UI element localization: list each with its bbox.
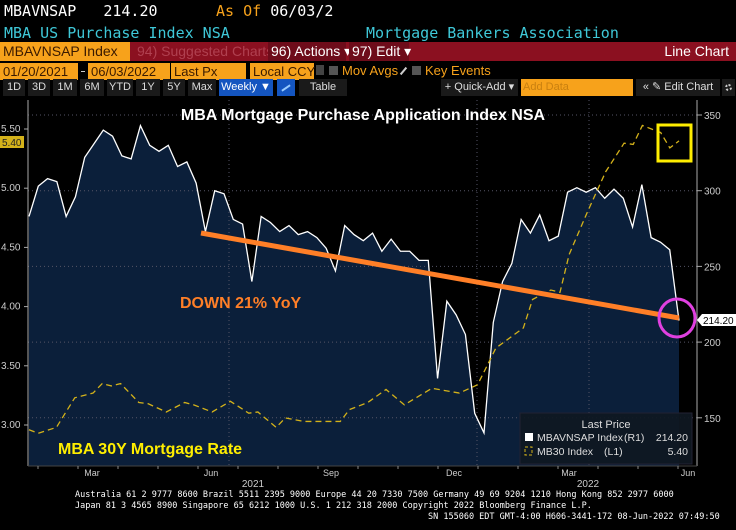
period-6m[interactable]: 6M (80, 79, 104, 96)
ticker: MBAVNSAP (4, 2, 77, 20)
start-date-input[interactable]: 01/20/2021 (0, 63, 78, 80)
security-description: MBA US Purchase Index NSA (4, 24, 230, 42)
table-button[interactable]: Table (299, 79, 347, 96)
currency-dropdown-icon[interactable] (316, 65, 324, 75)
period-1m[interactable]: 1M (53, 79, 77, 96)
footer-timestamp: SN 155060 EDT GMT-4:00 H606-3441-172 08-… (428, 512, 720, 522)
left-tick-label: 5.00 (1, 183, 21, 194)
range-row: 01/20/2021 06/03/2022 Last Px Local CCY … (0, 63, 736, 80)
x-year-label: 2021 (242, 479, 265, 490)
period-ytd[interactable]: YTD (107, 79, 133, 96)
last-price: 214.20 (103, 2, 158, 20)
gear-icon[interactable] (722, 79, 735, 96)
line-chart-icon[interactable] (277, 79, 295, 96)
edit-chart-button[interactable]: « ✎ Edit Chart (636, 79, 720, 96)
rate-series-line (28, 124, 680, 434)
highlight-box (656, 123, 693, 163)
right-tick-label: 300 (704, 187, 721, 198)
legend-rate-axis: (L1) (604, 446, 623, 458)
right-tick-label: 250 (704, 262, 721, 273)
x-tick-label: Dec (446, 468, 463, 478)
svg-text:214.20: 214.20 (703, 316, 734, 327)
currency-select[interactable]: Local CCY (250, 63, 315, 80)
left-tick-label: 4.00 (1, 302, 21, 313)
mov-avgs-checkbox[interactable] (329, 66, 338, 75)
svg-text:5.40: 5.40 (2, 138, 22, 149)
key-events-label: Key Events (425, 63, 491, 78)
frequency-select[interactable]: Weekly ▼ (219, 79, 273, 96)
period-3d[interactable]: 3D (28, 79, 50, 96)
header-ticker-line: MBAVNSAP 214.20 (4, 2, 158, 20)
legend-rate-name: MB30 Index (537, 446, 594, 458)
edit-menu[interactable]: 97) Edit ▾ (349, 42, 411, 61)
x-tick-label: Jun (204, 468, 219, 478)
as-of: As Of 06/03/2 (216, 2, 333, 20)
trend-line (200, 230, 680, 321)
security-field[interactable]: MBAVNSAP Index (0, 42, 130, 61)
chart-title: MBA Mortgage Purchase Application Index … (181, 107, 546, 124)
x-tick-label: Sep (323, 468, 339, 478)
footer-contacts-2: Japan 81 3 4565 8900 Singapore 65 6212 1… (75, 501, 592, 511)
period-max[interactable]: Max (188, 79, 216, 96)
source: Mortgage Bankers Association (366, 24, 619, 42)
x-tick-label: Mar (84, 468, 100, 478)
field-select[interactable]: Last Px (171, 63, 246, 80)
add-data-input[interactable]: Add Data (521, 79, 633, 96)
index-area-fill (29, 125, 679, 467)
suggested-charts-button[interactable]: 94) Suggested Charts (137, 43, 274, 59)
legend-index-axis: (R1) (624, 432, 644, 444)
left-tick-label: 4.50 (1, 242, 21, 253)
left-tick-label: 5.50 (1, 124, 21, 135)
legend-index-value: 214.20 (656, 432, 688, 444)
period-1d[interactable]: 1D (3, 79, 25, 96)
index-series-line (28, 123, 680, 436)
right-tick-label: 200 (704, 338, 721, 349)
mov-avgs-label: Mov Avgs (342, 63, 399, 78)
period-1y[interactable]: 1Y (136, 79, 160, 96)
footer-contacts-1: Australia 61 2 9777 8600 Brazil 5511 239… (75, 490, 674, 500)
last-right-tag: 214.20 (697, 314, 736, 327)
legend-rate-value: 5.40 (668, 446, 689, 458)
last-left-tag: 5.40 (0, 136, 24, 149)
as-of-label: As Of (216, 2, 262, 20)
quick-add-button[interactable]: + Quick-Add ▾ (441, 79, 518, 96)
x-tick-label: Jun (681, 468, 696, 478)
rate-annotation: MBA 30Y Mortgage Rate (58, 441, 242, 458)
toolbar: MBAVNSAP Index 94) Suggested Charts 96) … (0, 42, 736, 61)
actions-menu[interactable]: 96) Actions ▾ (268, 42, 351, 61)
highlight-circle (657, 297, 697, 339)
legend-title: Last Price (582, 419, 631, 431)
legend: Last Price MBAVNSAP Index (R1) 214.20 MB… (519, 412, 693, 465)
chart-type[interactable]: Line Chart (664, 43, 729, 59)
right-tick-label: 150 (704, 414, 721, 425)
right-tick-label: 350 (704, 111, 721, 122)
as-of-date: 06/03/2 (270, 2, 334, 20)
left-tick-label: 3.50 (1, 361, 21, 372)
x-tick-label: Mar (561, 468, 577, 478)
legend-index-name: MBAVNSAP Index (537, 432, 624, 444)
key-events-checkbox[interactable] (412, 66, 421, 75)
left-tick-label: 3.00 (1, 420, 21, 431)
date-separator (81, 71, 85, 72)
x-year-label: 2022 (577, 479, 600, 490)
end-date-input[interactable]: 06/03/2022 (88, 63, 170, 80)
period-5y[interactable]: 5Y (163, 79, 185, 96)
trend-annotation: DOWN 21% YoY (180, 295, 302, 312)
legend-swatch-rate (524, 446, 533, 456)
legend-swatch-index (525, 433, 533, 441)
